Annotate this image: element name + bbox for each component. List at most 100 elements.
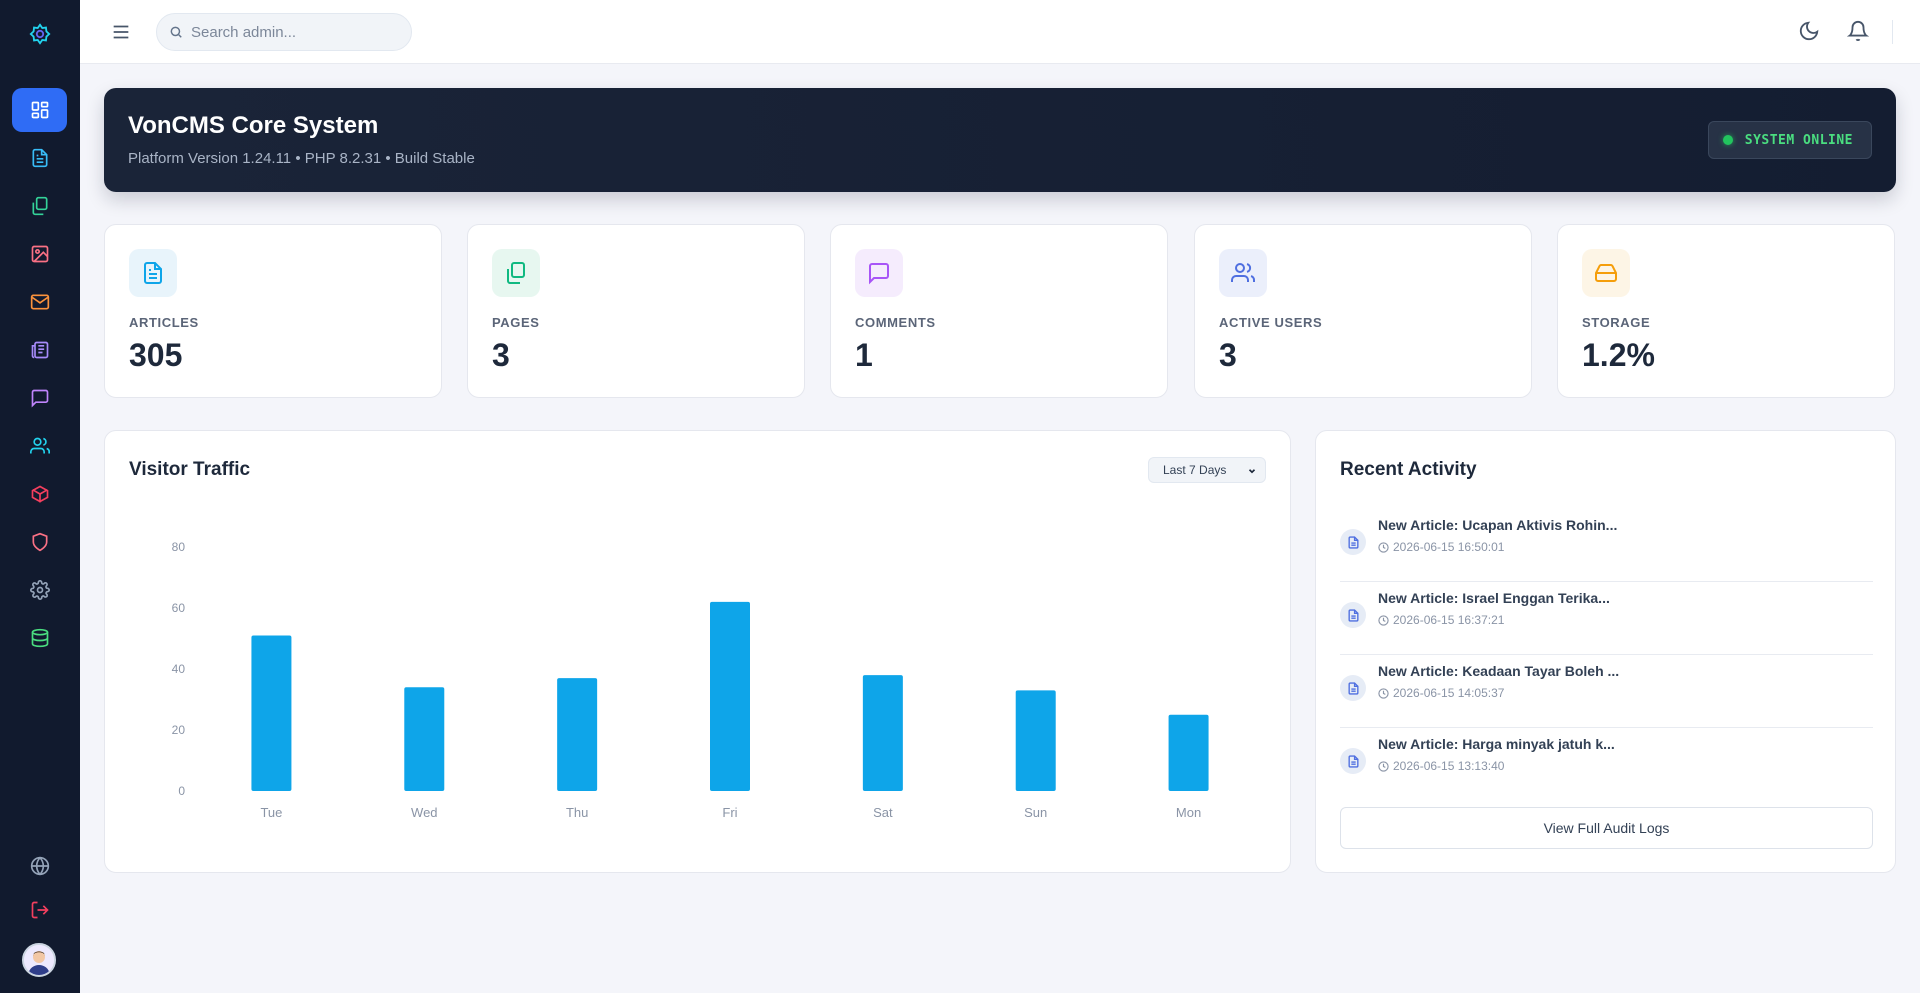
logout-icon [31,901,49,919]
x-tick-label: Wed [411,805,438,820]
activity-item[interactable]: New Article: Harga minyak jatuh k... 202… [1340,728,1873,801]
sidebar-item-users[interactable] [12,424,67,468]
logo-icon[interactable] [26,20,54,48]
settings-icon [29,580,50,600]
chevron-down-icon [1248,469,1256,474]
users-icon [1219,249,1267,297]
avatar[interactable] [22,943,56,977]
stat-label: PAGES [492,315,540,330]
sidebar [0,0,80,993]
activity-title: New Article: Israel Enggan Terika... [1378,590,1610,606]
stat-card-articles[interactable]: ARTICLES 305 [104,224,442,398]
stat-card-users[interactable]: ACTIVE USERS 3 [1194,224,1532,398]
document-icon [1340,529,1366,555]
sidebar-item-packages[interactable] [12,472,67,516]
recent-activity-panel: Recent Activity New Article: Ucapan Akti… [1315,430,1896,873]
shield-icon [32,532,47,552]
activity-time: 2026-06-15 14:05:37 [1378,686,1504,700]
pages-icon [492,249,540,297]
traffic-bar-fri[interactable] [710,601,750,791]
activity-timestamp: 2026-06-15 13:13:40 [1393,759,1505,773]
x-tick-label: Sun [1024,805,1047,820]
y-tick-label: 60 [172,601,186,615]
clock-icon [1378,541,1389,553]
stat-label: ARTICLES [129,315,199,330]
status-badge: SYSTEM ONLINE [1707,121,1872,159]
traffic-bar-chart: 0 20 40 60 80 Tue Wed Thu Fri Sat Sun Mon [172,540,1209,820]
range-select-value: Last 7 Days [1163,463,1227,477]
sidebar-item-comments[interactable] [12,376,67,420]
stat-value: 3 [492,337,510,373]
stat-value: 1.2% [1582,337,1655,373]
sidebar-item-pages[interactable] [12,184,67,228]
traffic-bar-sat[interactable] [862,675,903,791]
mail-icon [30,294,49,310]
document-icon [1340,748,1366,774]
stat-label: COMMENTS [855,315,936,330]
traffic-bar-wed[interactable] [404,687,445,791]
activity-title: New Article: Ucapan Aktivis Rohin... [1378,517,1618,533]
sidebar-item-security[interactable] [12,520,67,564]
document-icon [1340,675,1366,701]
panel-title: Recent Activity [1340,459,1477,480]
newspaper-icon [31,341,48,359]
stat-value: 305 [129,337,183,373]
globe-icon [30,856,49,876]
view-audit-logs-button[interactable]: View Full Audit Logs [1340,807,1873,849]
status-text: SYSTEM ONLINE [1744,132,1853,148]
activity-item[interactable]: New Article: Ucapan Aktivis Rohin... 202… [1340,509,1873,582]
traffic-bar-sun[interactable] [1015,690,1056,791]
topbar-divider [1892,20,1893,44]
users-icon [29,437,50,454]
traffic-bar-thu[interactable] [557,678,598,791]
sidebar-item-mail[interactable] [12,280,67,324]
stat-card-storage[interactable]: STORAGE 1.2% [1557,224,1895,398]
menu-icon[interactable] [110,21,132,43]
system-version: Platform Version 1.24.11 • PHP 8.2.31 • … [128,150,475,167]
dashboard-icon [31,101,48,119]
activity-title: New Article: Keadaan Tayar Boleh ... [1378,663,1620,679]
sidebar-item-media[interactable] [12,232,67,276]
clock-icon [1378,760,1389,772]
traffic-bar-mon[interactable] [1168,714,1209,791]
stat-card-comments[interactable]: COMMENTS 1 [830,224,1168,398]
sidebar-item-logout[interactable] [12,888,67,932]
activity-timestamp: 2026-06-15 16:50:01 [1393,540,1505,554]
article-icon [129,249,177,297]
y-tick-label: 0 [178,784,185,798]
search-icon [170,26,182,38]
y-tick-label: 40 [172,662,186,676]
clock-icon [1378,687,1389,699]
system-title: VonCMS Core System [128,112,379,139]
articles-icon [32,148,47,168]
comment-icon [855,249,903,297]
x-tick-label: Thu [566,805,588,820]
sidebar-item-settings[interactable] [12,568,67,612]
bell-icon[interactable] [1847,20,1869,42]
sidebar-item-database[interactable] [12,616,67,660]
sidebar-item-website[interactable] [12,844,67,888]
traffic-bar-tue[interactable] [251,635,292,791]
y-tick-label: 20 [172,723,186,737]
range-select[interactable]: Last 7 Days [1148,457,1266,483]
search-input[interactable] [191,23,391,41]
system-banner: VonCMS Core System Platform Version 1.24… [104,88,1896,192]
sidebar-item-newspaper[interactable] [12,328,67,372]
x-tick-label: Sat [873,805,893,820]
x-tick-label: Fri [722,805,737,820]
sidebar-item-dashboard[interactable] [12,88,67,132]
stat-value: 3 [1219,337,1237,373]
x-tick-label: Mon [1176,805,1201,820]
database-icon [31,628,48,648]
package-icon [31,485,48,503]
sidebar-item-articles[interactable] [12,136,67,180]
storage-icon [1582,249,1630,297]
stat-card-pages[interactable]: PAGES 3 [467,224,805,398]
activity-item[interactable]: New Article: Israel Enggan Terika... 202… [1340,582,1873,655]
search-box [156,13,412,51]
dark-mode-icon[interactable] [1798,20,1820,42]
activity-timestamp: 2026-06-15 14:05:37 [1393,686,1505,700]
activity-time: 2026-06-15 16:37:21 [1378,613,1504,627]
media-icon [31,245,48,263]
activity-item[interactable]: New Article: Keadaan Tayar Boleh ... 202… [1340,655,1873,728]
